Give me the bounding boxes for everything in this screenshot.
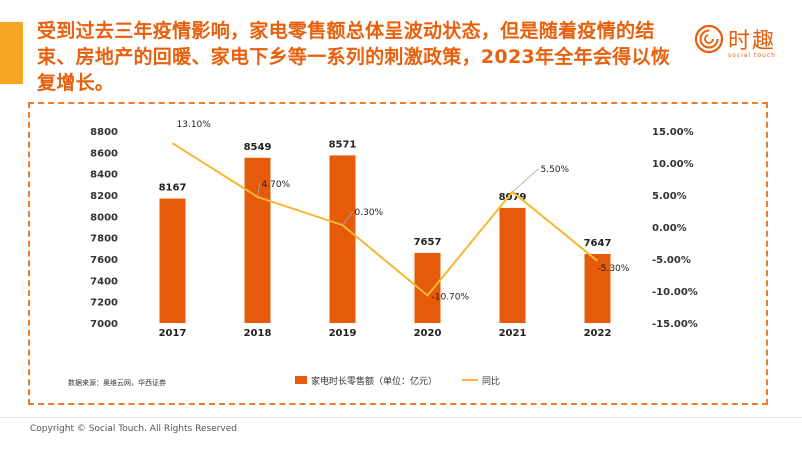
right-axis-tick: -15.00% [652, 319, 698, 330]
bar-value-label: 8079 [499, 192, 527, 203]
yoy-line [171, 142, 599, 297]
legend-bar-swatch [295, 376, 307, 384]
left-axis-tick: 7000 [90, 319, 118, 330]
yoy-value-label: 0.30% [355, 208, 384, 218]
category-label: 2017 [159, 328, 187, 339]
yoy-value-label: -5.30% [598, 264, 630, 274]
right-axis-tick: 5.00% [652, 191, 687, 202]
brand-logo: 时趣 social touch [694, 20, 794, 72]
chart-frame [28, 102, 768, 405]
label-leader-line [512, 168, 539, 193]
bar-2019 [329, 155, 356, 323]
legend-line-label: 同比 [482, 375, 500, 387]
bar-value-label: 8167 [159, 183, 187, 194]
bar-2018 [244, 157, 271, 323]
chart-legend: 家电时长零售额（单位：亿元） 同比 [295, 375, 500, 387]
yoy-value-label: 13.10% [177, 120, 212, 130]
legend-bar-label: 家电时长零售额（单位：亿元） [311, 375, 437, 387]
yoy-value-label: 4.70% [262, 180, 291, 190]
left-axis-tick: 8400 [90, 170, 118, 181]
footer-divider [0, 417, 802, 418]
brand-tagline: social touch [728, 52, 776, 59]
right-axis-tick: 15.00% [652, 127, 694, 138]
bar-value-label: 7657 [414, 237, 442, 248]
category-label: 2020 [414, 328, 442, 339]
yoy-value-label: -10.70% [432, 292, 470, 302]
category-label: 2019 [329, 328, 357, 339]
bar-value-label: 7647 [584, 238, 612, 249]
right-axis-tick: 10.00% [652, 159, 694, 170]
left-axis-tick: 8600 [90, 148, 118, 159]
bar-value-label: 8549 [244, 142, 272, 153]
category-label: 2018 [244, 328, 272, 339]
right-axis-tick: 0.00% [652, 223, 687, 234]
data-source-note: 数据来源：奥维云网，华西证券 [68, 378, 166, 387]
left-axis-tick: 7600 [90, 255, 118, 266]
spiral-logo-icon [694, 24, 724, 54]
right-axis-tick: -10.00% [652, 287, 698, 298]
page-headline: 受到过去三年疫情影响，家电零售额总体呈波动状态，但是随着疫情的结束、房地产的回暖… [37, 20, 671, 94]
left-axis-tick: 8800 [90, 127, 118, 138]
label-leader-line [342, 211, 353, 226]
left-axis-tick: 7200 [90, 298, 118, 309]
right-axis-tick: -5.00% [652, 255, 691, 266]
category-label: 2021 [499, 328, 527, 339]
accent-bar [0, 22, 23, 84]
brand-name: 时趣 [728, 29, 777, 54]
left-axis-tick: 7800 [90, 234, 118, 245]
yoy-value-label: 5.50% [541, 165, 570, 175]
category-label: 2022 [584, 328, 612, 339]
left-axis-tick: 8200 [90, 191, 118, 202]
bar-2021 [499, 207, 526, 323]
left-axis-tick: 7400 [90, 276, 118, 287]
bar-value-label: 8571 [329, 139, 357, 150]
copyright-footer: Copyright © Social Touch. All Rights Res… [30, 424, 237, 434]
bar-2017 [159, 198, 186, 323]
label-leader-line [257, 183, 260, 197]
bar-2022 [584, 253, 611, 323]
left-axis-tick: 8000 [90, 212, 118, 223]
